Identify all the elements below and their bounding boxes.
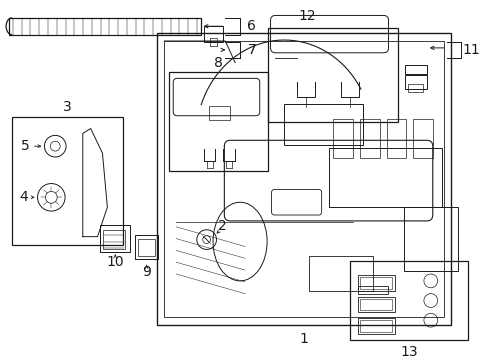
Bar [164, 41, 443, 317]
Text: 3: 3 [62, 100, 71, 114]
Bar [103, 230, 125, 249]
Bar [349, 261, 467, 340]
Bar [357, 297, 395, 312]
Bar [209, 38, 217, 46]
Bar [100, 225, 130, 252]
Bar [359, 298, 392, 310]
Bar [405, 64, 426, 75]
Bar [357, 318, 395, 334]
Bar [359, 320, 392, 332]
Text: 11: 11 [461, 43, 479, 57]
Bar [333, 119, 352, 158]
Bar [203, 26, 223, 42]
Bar [169, 72, 267, 171]
Text: 12: 12 [298, 9, 315, 23]
Text: 7: 7 [247, 43, 256, 57]
Text: 2: 2 [218, 219, 226, 233]
Bar [9, 18, 201, 35]
Text: 1: 1 [299, 332, 308, 346]
Bar [284, 104, 362, 145]
Bar [12, 117, 123, 244]
Bar [267, 28, 398, 122]
Bar [308, 256, 372, 291]
Text: 9: 9 [142, 265, 151, 279]
Bar [357, 286, 387, 294]
Bar [359, 119, 379, 158]
Bar [404, 207, 457, 271]
Bar [328, 148, 441, 207]
Bar [407, 84, 422, 92]
Bar [208, 106, 230, 120]
Bar [412, 119, 432, 158]
Bar [138, 239, 154, 256]
Bar [135, 235, 158, 259]
Text: 6: 6 [247, 19, 256, 33]
Text: 5: 5 [21, 139, 30, 153]
Bar [405, 75, 426, 89]
Bar [357, 275, 395, 291]
Bar [156, 33, 450, 325]
Text: 8: 8 [214, 56, 223, 69]
Bar [386, 119, 406, 158]
Bar [359, 277, 392, 289]
Text: 10: 10 [106, 255, 124, 269]
Text: 4: 4 [20, 190, 28, 204]
Text: 13: 13 [400, 345, 417, 359]
